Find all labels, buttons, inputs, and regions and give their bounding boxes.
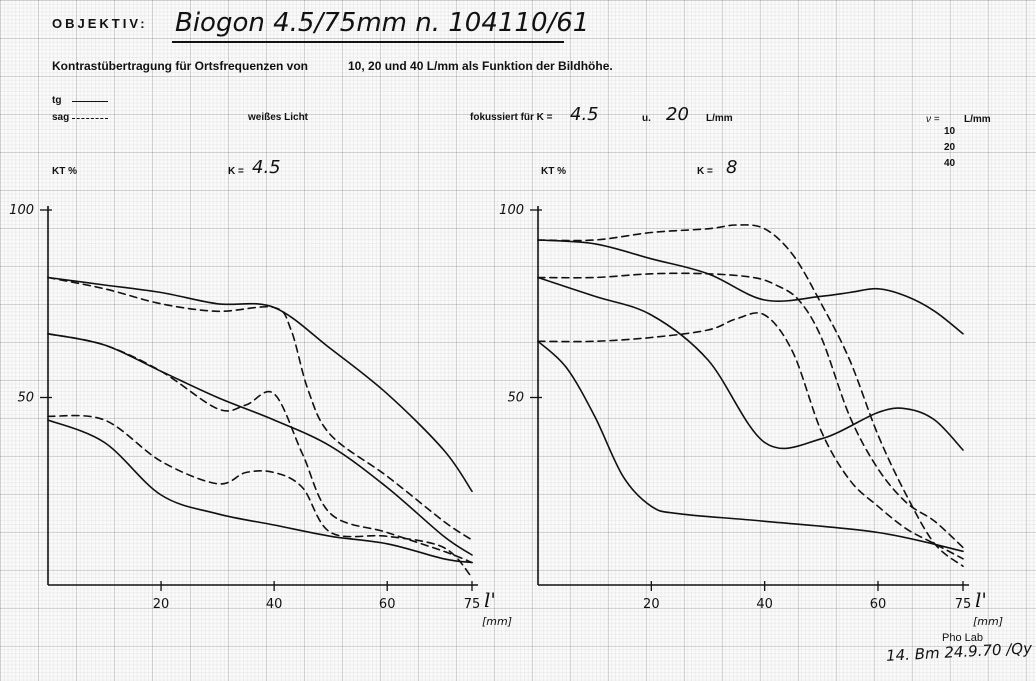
frequency-40: 40 [944,158,956,169]
right-series-4-sag-line [537,272,964,549]
right-y-tick-label-50: 50 [507,391,524,406]
right-x-axis-unit: [mm] [973,615,1003,628]
focus-frequency: 20 [666,104,689,125]
focus-k-value: 4.5 [570,104,599,125]
left-y-tick-label-100: 100 [9,203,34,218]
right-x-tick-label-60: 60 [870,597,887,612]
right-k-label: K = [697,166,713,177]
left-y-tick-label-50: 50 [17,391,34,406]
left-x-tick-label-40: 40 [266,597,283,612]
legend-sag-line [72,118,108,119]
subtitle-part-b: 10, 20 und 40 L/mm als Funktion der Bild… [348,59,613,73]
left-chart-panel: 100 50 20 40 60 75 l' [mm] [9,203,512,628]
nu-label: ν = [926,114,940,125]
right-series-2-sag-line [537,224,964,568]
right-x-tick-label-40: 40 [756,597,773,612]
legend-sag-label: sag [52,112,70,123]
nu-unit: L/mm [964,114,991,125]
right-x-axis-label: l' [975,588,987,612]
left-series-2-sag-line [47,276,473,541]
left-series-1-tg-line [47,276,473,493]
focus-label: fokussiert für K = [470,112,553,123]
left-k-label: K = [228,166,244,177]
right-series-5-tg-line [537,340,964,553]
objective-underline [172,41,564,43]
left-x-axis-unit: [mm] [482,615,512,628]
left-series-6-sag-line [47,414,473,579]
right-k-value: 8 [726,157,738,178]
left-series-5-tg-line [47,419,473,564]
right-series-3-tg-line [537,276,964,451]
right-series-1-tg-line [537,239,964,335]
legend-tg-line [72,101,108,102]
left-ylabel: KT % [52,166,77,177]
legend-tg-label: tg [52,95,62,106]
right-y-tick-label-100: 100 [499,203,524,218]
focus-unit: L/mm [706,113,733,124]
frequency-10: 10 [944,126,956,137]
left-x-tick-label-75: 75 [464,597,481,612]
left-x-axis-label: l' [484,588,496,612]
left-k-value: 4.5 [252,157,281,178]
left-x-tick-label-60: 60 [379,597,396,612]
light-label: weißes Licht [248,112,309,123]
right-chart-panel: 100 50 20 40 60 75 l' [mm] [499,203,1003,628]
right-x-tick-label-20: 20 [643,597,660,612]
right-ylabel: KT % [541,166,566,177]
right-x-tick-label-75: 75 [955,597,972,612]
focus-u-label: u. [642,113,651,124]
objective-label: OBJEKTIV: [52,16,148,31]
left-x-tick-label-20: 20 [153,597,170,612]
subtitle-part-a: Kontrastübertragung für Ortsfrequenzen v… [52,59,309,73]
lab-stamp: Pho Lab [942,632,983,644]
objective-name: Biogon 4.5/75mm n. 104110/61 [175,8,590,38]
frequency-20: 20 [944,142,956,153]
right-series-6-sag-line [537,312,964,560]
left-series-4-sag-line [47,333,473,564]
